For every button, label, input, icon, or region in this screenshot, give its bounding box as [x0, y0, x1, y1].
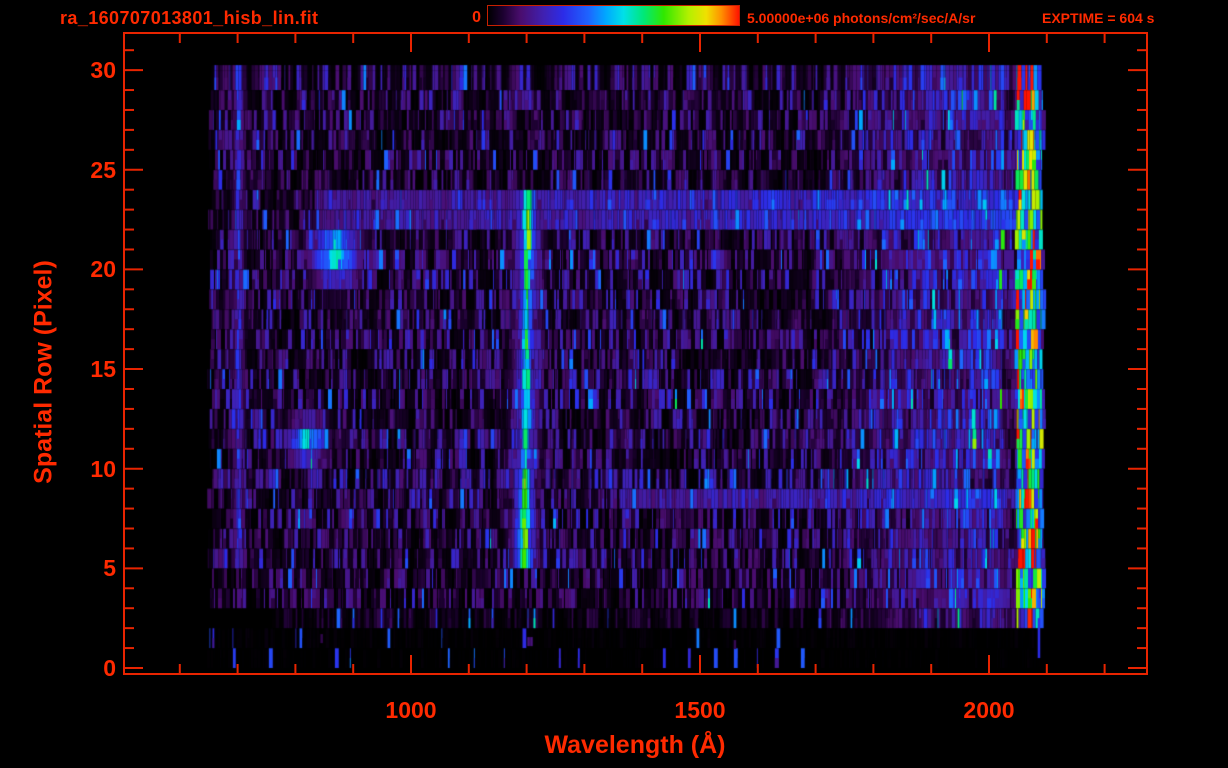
y-tick-label: 30 — [90, 57, 116, 84]
x-tick-label: 1500 — [674, 697, 726, 723]
y-tick-label: 25 — [90, 156, 116, 183]
exptime-label: EXPTIME = 604 s — [1042, 10, 1155, 26]
x-tick-label: 1000 — [385, 697, 437, 723]
colorbar-min-label: 0 — [472, 9, 481, 26]
spectral-image-canvas — [124, 33, 1147, 674]
y-tick-label: 10 — [90, 455, 116, 482]
y-tick-label: 5 — [103, 555, 116, 582]
x-axis-title: Wavelength (Å) — [544, 731, 726, 759]
y-tick-label: 20 — [90, 256, 116, 283]
y-tick-label: 0 — [103, 655, 116, 681]
colorbar-gradient — [487, 5, 740, 26]
x-tick-label: 2000 — [963, 697, 1015, 723]
y-axis-title: Spatial Row (Pixel) — [29, 260, 58, 484]
y-tick-label: 15 — [90, 356, 116, 383]
colorbar-max-label: 5.00000e+06 photons/cm²/sec/A/sr — [747, 10, 976, 26]
file-title: ra_160707013801_hisb_lin.fit — [60, 8, 319, 28]
